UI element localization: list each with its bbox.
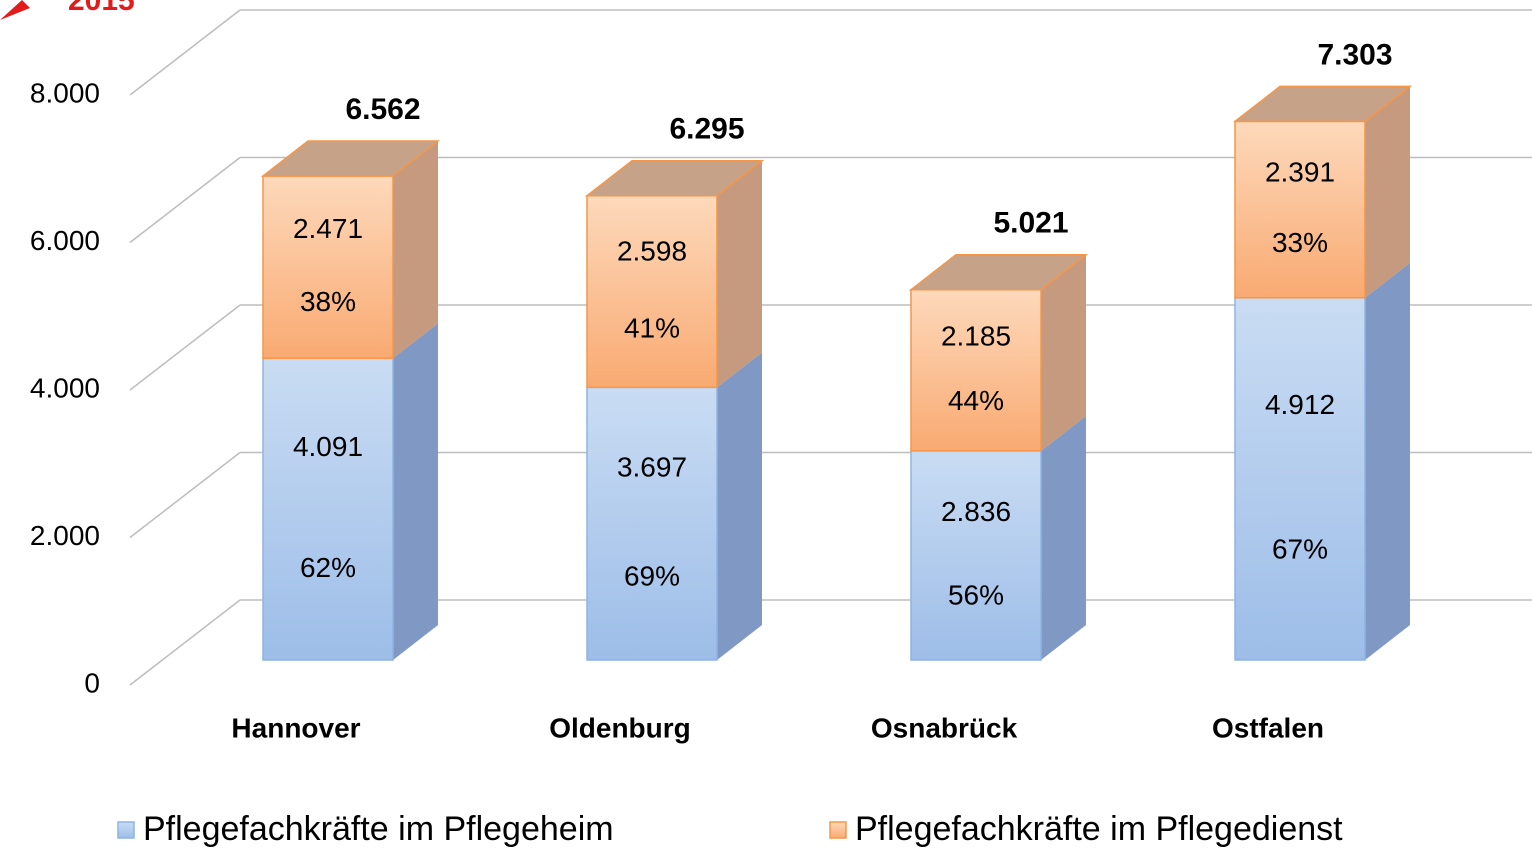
total-label: 5.021 xyxy=(993,207,1068,240)
y-tick-label: 0 xyxy=(84,667,100,698)
bar xyxy=(262,175,394,360)
bar-side xyxy=(393,141,438,359)
bar-top xyxy=(908,253,1089,291)
share-label: 67% xyxy=(1272,534,1328,565)
bar-top xyxy=(1232,85,1413,123)
total-label: 7.303 xyxy=(1317,38,1392,71)
legend-label: Pflegefachkräfte im Pflegeheim xyxy=(143,810,614,848)
share-label: 41% xyxy=(624,312,680,343)
y-tick-label: 4.000 xyxy=(30,372,100,403)
value-label: 2.185 xyxy=(941,320,1011,351)
share-label: 44% xyxy=(948,385,1004,416)
legend-label: Pflegefachkräfte im Pflegedienst xyxy=(855,810,1343,848)
value-label: 2.836 xyxy=(941,496,1011,527)
x-tick-label: Oldenburg xyxy=(549,712,691,743)
value-label: 4.091 xyxy=(293,431,363,462)
grid-line-side xyxy=(129,304,241,391)
share-label: 69% xyxy=(624,561,680,592)
bar-side xyxy=(1041,254,1086,451)
value-label: 2.471 xyxy=(293,213,363,244)
arrow xyxy=(0,0,30,20)
bar xyxy=(586,386,718,661)
share-label: 56% xyxy=(948,580,1004,611)
value-label: 2.598 xyxy=(617,236,687,267)
bar xyxy=(262,357,394,661)
value-label: 2.391 xyxy=(1265,157,1335,188)
bar xyxy=(586,194,718,389)
x-tick-label: Osnabrück xyxy=(871,712,1018,743)
legend-swatch xyxy=(117,821,135,839)
share-label: 38% xyxy=(300,286,356,317)
bar-top xyxy=(260,140,441,177)
share-label: 62% xyxy=(300,552,356,583)
grid-line-side xyxy=(129,451,241,539)
bar-side xyxy=(1365,86,1410,298)
legend-swatch xyxy=(829,821,847,839)
y-tick-label: 2.000 xyxy=(30,520,100,551)
total-label: 6.562 xyxy=(345,93,420,126)
bar-side xyxy=(717,160,762,388)
bar-side xyxy=(1365,262,1410,660)
bar-top xyxy=(584,159,765,197)
x-tick-label: Ostfalen xyxy=(1212,712,1324,743)
y-tick-label: 8.000 xyxy=(30,77,100,108)
grid-line-side xyxy=(129,156,241,244)
total-label: 6.295 xyxy=(669,113,744,146)
share-label: 33% xyxy=(1272,227,1328,258)
bar xyxy=(910,288,1042,452)
bar xyxy=(1234,296,1366,661)
value-label: 4.912 xyxy=(1265,389,1335,420)
grid-line-side xyxy=(129,9,241,96)
bar xyxy=(1234,120,1366,299)
chart-title: 2015 xyxy=(68,0,135,17)
x-tick-label: Hannover xyxy=(231,712,360,743)
bar-side xyxy=(717,352,762,660)
value-label: 3.697 xyxy=(617,452,687,483)
y-tick-label: 6.000 xyxy=(30,225,100,256)
bar-side xyxy=(1041,415,1086,660)
bar xyxy=(910,450,1042,661)
grid-line-side xyxy=(129,599,241,686)
bar-side xyxy=(393,323,438,660)
